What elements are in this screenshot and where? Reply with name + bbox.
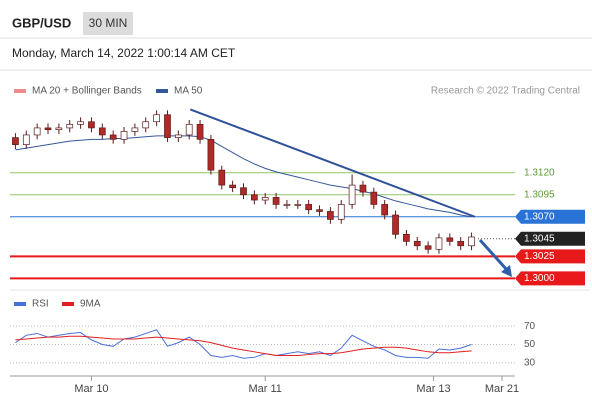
x-tick-label: Mar 11 (249, 383, 282, 395)
candle-body (413, 241, 421, 247)
candle-body (348, 184, 356, 205)
level-box (515, 209, 585, 224)
candle-body (305, 204, 313, 211)
candle-body (109, 134, 117, 140)
candle-body (381, 204, 389, 216)
level-label: 1.3120 (524, 167, 555, 178)
candle-body (66, 124, 74, 129)
candle-body (218, 169, 226, 186)
source: Research © 2022 Trading Central (431, 86, 580, 97)
legend-swatch (156, 89, 168, 93)
legend-label: MA 50 (174, 86, 203, 97)
subtitle: Monday, March 14, 2022 1:00:14 AM CET (12, 46, 236, 60)
level-label: 1.3000 (524, 273, 555, 284)
candle-body (392, 214, 399, 235)
candle-body (120, 131, 128, 140)
chart-title: GBP/USD (12, 15, 71, 30)
legend-label: RSI (32, 299, 49, 310)
arrow-shaft (478, 238, 509, 272)
y-tick-label: 50 (524, 339, 536, 350)
candle-body (359, 184, 367, 193)
candle-body (327, 211, 334, 220)
candle-body (316, 209, 323, 212)
ma-line (15, 135, 472, 218)
level-box (515, 231, 585, 246)
candle-body (33, 127, 41, 136)
plot: MA 20 + Bollinger Bands MA 50 1.3120 1.3095… (10, 86, 585, 395)
candle-body (12, 137, 19, 145)
candle-body (196, 124, 204, 140)
candle-body (185, 124, 193, 136)
candle-body (131, 127, 139, 132)
series-line (15, 329, 472, 359)
candle-body (251, 194, 258, 201)
legend-label: 9MA (80, 299, 101, 310)
level-label: 1.3070 (524, 211, 555, 222)
candle-body (294, 204, 302, 206)
candle-body (98, 127, 106, 136)
legend-label: MA 20 + Bollinger Bands (32, 86, 142, 97)
candle-body (207, 138, 215, 171)
x-tick-label: Mar 13 (416, 383, 450, 395)
x-tick-label: Mar 21 (485, 383, 519, 395)
y-tick-label: 30 (524, 357, 536, 368)
candle-body (164, 114, 171, 138)
candle-body (468, 236, 475, 247)
level-label: 1.3045 (524, 233, 555, 244)
candle-body (261, 197, 269, 201)
level-label: 1.3095 (524, 189, 555, 200)
legend-swatch (14, 89, 26, 93)
candle-body (55, 127, 63, 131)
level-box (515, 271, 585, 286)
candle-body (435, 237, 443, 250)
candle-body (457, 241, 465, 247)
candle-body (424, 245, 432, 250)
candle-body (370, 191, 378, 205)
legend-swatch (62, 302, 74, 306)
y-tick-label: 70 (524, 321, 536, 332)
arrow-head (501, 265, 512, 277)
candle-body (229, 184, 236, 189)
candle-body (403, 233, 410, 242)
candle-body (240, 187, 247, 196)
candle-body (272, 197, 280, 205)
candle-body (77, 121, 84, 125)
candle-body (22, 134, 30, 145)
series-line (15, 335, 472, 356)
level-box (515, 249, 585, 264)
level-label: 1.3025 (524, 251, 555, 262)
timeframe-box (83, 12, 133, 35)
candle-body (283, 204, 291, 206)
x-tick-label: Mar 10 (74, 383, 108, 395)
candle-body (446, 237, 454, 242)
candle-body (142, 121, 150, 129)
trendline (189, 108, 476, 218)
candle-body (88, 121, 95, 129)
candle-body (337, 204, 345, 220)
candle-body (44, 127, 52, 131)
legend-swatch (14, 302, 26, 306)
candle-body (174, 134, 182, 138)
candle-body (153, 114, 160, 123)
timeframe: 30 MIN (89, 16, 128, 30)
